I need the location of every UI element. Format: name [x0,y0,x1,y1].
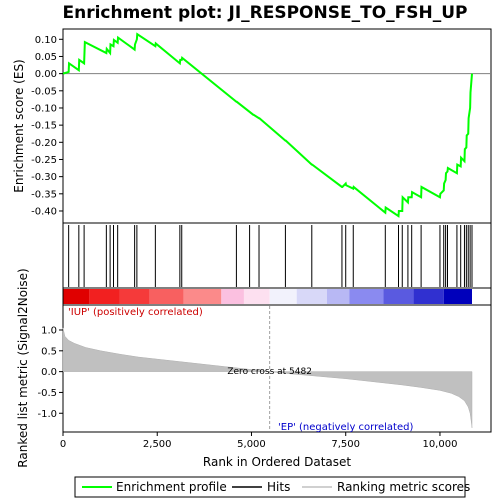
es-ytick-label: -0.25 [31,155,57,166]
colorbar-segment [326,289,350,304]
zero-cross-label: Zero cross at 5482 [227,367,312,377]
es-ylabel: Enrichment score (ES) [12,59,26,192]
es-panel-frame [62,28,492,224]
positive-correlation-label: 'IUP' (positively correlated) [68,307,203,318]
metric-ytick-label: 0.5 [41,346,57,357]
colorbar-segment [383,289,414,304]
colorbar-segment [349,289,384,304]
metric-ytick-label: 0.0 [41,367,57,378]
ranking-colorbar [63,289,472,304]
legend-label-enrichment: Enrichment profile [116,480,227,494]
metric-ytick-label: -1.0 [37,409,57,420]
metric-ylabel: Ranked list metric (Signal2Noise) [16,268,30,467]
es-ytick-label: -0.30 [31,172,57,183]
colorbar-segment [119,289,150,304]
es-ytick-label: -0.10 [31,103,57,114]
legend-label-metric: Ranking metric scores [337,480,470,494]
hits-ticks [68,225,473,287]
legend-label-hits: Hits [267,480,290,494]
hits-panel-frame [62,222,492,289]
colorbar-segment [149,289,184,304]
colorbar-segment [443,289,472,304]
metric-ytick-label: -0.5 [37,388,57,399]
metric-xtick-label: 7,500 [331,439,360,450]
metric-xtick-label: 10,000 [422,439,457,450]
colorbar-segment [413,289,444,304]
es-ytick-label: -0.05 [31,86,57,97]
ranking-metric-fill [62,327,473,428]
es-ytick-label: -0.15 [31,121,57,132]
metric-xticks: 0 2,500 5,000 7,500 10,000 [60,432,457,450]
legend-frame [74,476,466,498]
enrichment-profile-line [62,32,473,218]
metric-xtick-label: 0 [60,439,66,450]
colorbar-segment [89,289,120,304]
colorbar-segment [221,289,244,304]
colorbar-segment [63,289,90,304]
colorbar-segment [243,289,270,304]
legend: Enrichment profile Hits Ranking metric s… [74,476,470,498]
es-ytick-label: 0.10 [35,35,57,46]
metric-ytick-label: 1.0 [41,325,57,336]
es-ytick-label: -0.40 [31,206,57,217]
chart-title: Enrichment plot: JI_RESPONSE_TO_FSH_UP [62,3,467,23]
ranking-metric-area [62,327,473,428]
metric-xtick-label: 2,500 [143,439,172,450]
enrichment-profile-polyline [62,32,473,218]
metric-yticks: 1.0 0.5 0.0 -0.5 -1.0 [37,325,63,420]
es-ytick-label: 0.05 [35,52,57,63]
es-ytick-label: -0.35 [31,189,57,200]
colorbar-segment [269,289,297,304]
colorbar-segment [296,289,327,304]
negative-correlation-label: 'EP' (negatively correlated) [278,422,413,433]
es-ytick-label: 0.00 [35,69,57,80]
metric-xlabel: Rank in Ordered Dataset [203,455,351,469]
es-yticks: 0.10 0.05 0.00 -0.05 -0.10 -0.15 -0.20 -0.25 -0.… [31,35,63,217]
colorbar-segment [183,289,222,304]
metric-xtick-label: 5,000 [237,439,266,450]
es-ytick-label: -0.20 [31,138,57,149]
